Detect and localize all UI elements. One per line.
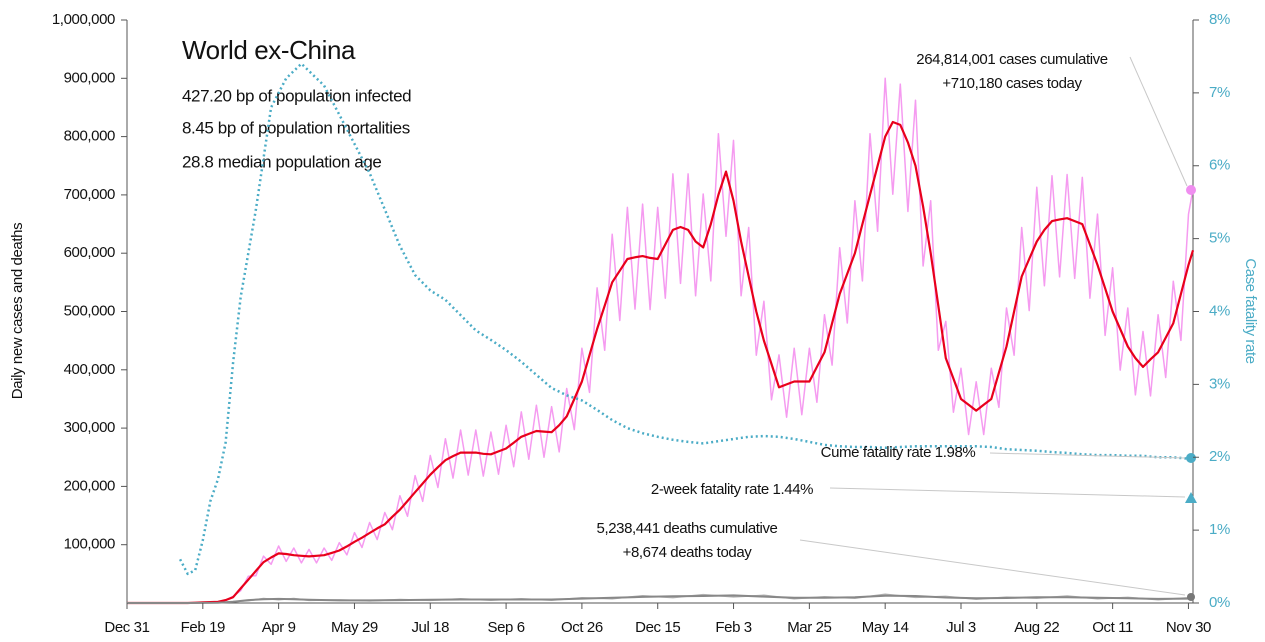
y2-axis-label: Case fatality rate: [1242, 258, 1259, 363]
y2-tick-label: 0%: [1209, 594, 1230, 611]
x-tick-label: Sep 6: [487, 619, 524, 636]
y-tick-label: 700,000: [64, 186, 115, 203]
x-tick-label: May 14: [862, 619, 909, 636]
callout-line: [1129, 56, 1188, 187]
subtitle: 427.20 bp of population infected: [182, 86, 411, 105]
x-tick-label: Aug 22: [1014, 619, 1059, 636]
y-tick-label: 500,000: [64, 302, 115, 319]
callout-line: [829, 487, 1186, 498]
annotation: +8,674 deaths today: [623, 544, 753, 561]
annotation: 2-week fatality rate 1.44%: [651, 481, 813, 498]
deaths-marker: [1187, 593, 1195, 601]
y-axis-label: Daily new cases and deaths: [9, 223, 26, 399]
y-tick-label: 900,000: [64, 69, 115, 86]
y2-tick-label: 7%: [1209, 84, 1230, 101]
x-tick-label: Jul 3: [946, 619, 976, 636]
subtitle: 8.45 bp of population mortalities: [182, 118, 410, 137]
x-tick-label: Dec 15: [635, 619, 680, 636]
y-tick-label: 100,000: [64, 536, 115, 553]
chart-title: World ex-China: [182, 35, 356, 65]
x-tick-label: Jul 18: [411, 619, 449, 636]
x-tick-label: Dec 31: [104, 619, 149, 636]
series-line: [127, 120, 1195, 605]
callout-line: [799, 539, 1186, 596]
y-tick-label: 200,000: [64, 477, 115, 494]
y-tick-label: 1,000,000: [52, 11, 115, 28]
callouts: [799, 56, 1188, 596]
x-tick-label: Nov 30: [1166, 619, 1211, 636]
cases-marker: [1186, 185, 1196, 195]
annotation: 5,238,441 deaths cumulative: [597, 520, 778, 537]
annotation: Cume fatality rate 1.98%: [821, 444, 976, 461]
series-line: [127, 594, 1194, 604]
y-tick-label: 800,000: [64, 128, 115, 145]
y2-tick-label: 4%: [1209, 302, 1230, 319]
y2-tick-label: 6%: [1209, 157, 1230, 174]
y2-tick-label: 2%: [1209, 448, 1230, 465]
x-tick-label: Oct 26: [561, 619, 603, 636]
y2-tick-label: 3%: [1209, 375, 1230, 392]
x-tick-label: Mar 25: [787, 619, 831, 636]
y-tick-label: 300,000: [64, 419, 115, 436]
annotation: +710,180 cases today: [942, 75, 1082, 92]
annotation: 264,814,001 cases cumulative: [916, 51, 1107, 68]
x-tick-label: Feb 3: [715, 619, 751, 636]
x-tick-label: Oct 11: [1092, 619, 1133, 636]
callout-line: [989, 452, 1186, 459]
x-tick-label: Apr 9: [262, 619, 296, 636]
cfr-marker: [1186, 453, 1196, 463]
y2-tick-label: 5%: [1209, 230, 1230, 247]
y-tick-label: 400,000: [64, 361, 115, 378]
x-tick-label: Feb 19: [181, 619, 225, 636]
y2-tick-label: 1%: [1209, 521, 1230, 538]
y2-tick-label: 8%: [1209, 11, 1230, 28]
plot-area: [127, 62, 1195, 605]
two-week-cfr-marker: [1185, 492, 1197, 503]
y-tick-label: 600,000: [64, 244, 115, 261]
subtitle: 28.8 median population age: [182, 152, 381, 171]
x-tick-label: May 29: [331, 619, 378, 636]
